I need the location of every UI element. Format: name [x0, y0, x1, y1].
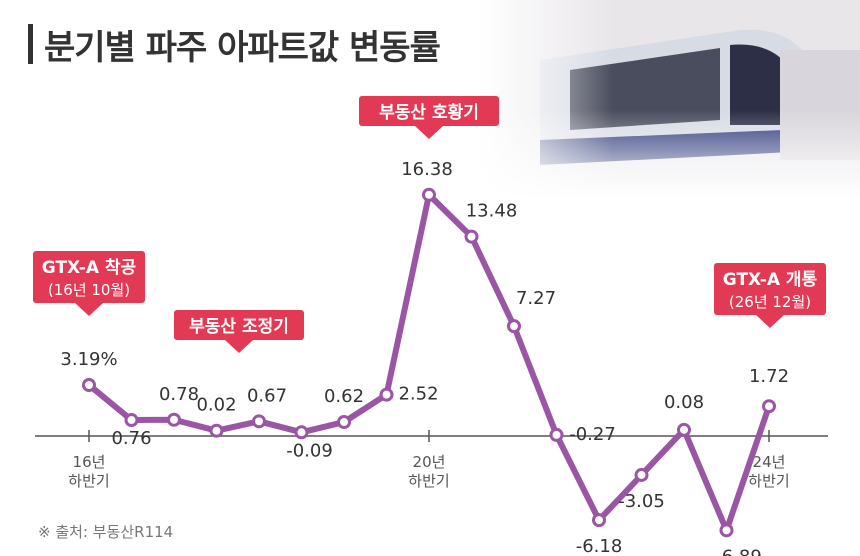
annotation-0-line2: (16년 10월) — [48, 281, 130, 299]
data-label-12: -6.18 — [576, 536, 623, 556]
x-tick-label-1-line1: 20년 — [413, 453, 446, 471]
x-tick-label-2-line1: 24년 — [753, 453, 786, 471]
data-point-10 — [507, 319, 521, 334]
x-tick-label-0-line2: 하반기 — [68, 472, 109, 490]
annotation-box-0 — [33, 251, 145, 303]
title-accent-bar — [28, 24, 33, 64]
data-point-16 — [762, 399, 776, 414]
data-label-6: 0.62 — [324, 386, 364, 407]
data-label-4: 0.67 — [247, 385, 287, 406]
data-label-8: 16.38 — [401, 159, 453, 180]
annotation-3-line1: GTX-A 개통 — [723, 270, 818, 290]
data-point-5 — [294, 425, 309, 440]
data-label-11: -0.27 — [569, 424, 616, 445]
data-point-0 — [82, 378, 96, 393]
data-point-3 — [209, 423, 224, 438]
annotation-box-3 — [714, 263, 826, 315]
annotation-2-line1: 부동산 호황기 — [379, 103, 479, 123]
data-point-13 — [634, 467, 649, 482]
data-label-10: 7.27 — [516, 288, 556, 309]
annotation-box-2 — [359, 96, 499, 126]
annotation-arrow-3 — [756, 315, 784, 328]
data-label-9: 13.48 — [466, 201, 518, 222]
data-point-8 — [422, 187, 436, 202]
chart-title: 분기별 파주 아파트값 변동률 — [44, 28, 441, 68]
data-label-1: 0.76 — [111, 428, 151, 449]
data-point-4 — [252, 414, 266, 429]
data-point-2 — [167, 412, 181, 427]
data-point-12 — [592, 513, 606, 528]
data-point-9 — [464, 229, 479, 244]
data-label-7: 2.52 — [398, 384, 438, 405]
data-point-15 — [719, 523, 734, 538]
data-label-14: 0.08 — [664, 392, 704, 413]
data-label-5: -0.09 — [286, 440, 333, 461]
annotation-arrow-2 — [415, 126, 443, 139]
train-photo — [480, 0, 860, 200]
data-label-16: 1.72 — [749, 366, 789, 387]
data-point-1 — [124, 413, 139, 428]
annotation-arrow-1 — [225, 340, 253, 353]
data-point-11 — [549, 427, 564, 442]
annotation-1-line1: 부동산 조정기 — [189, 317, 289, 337]
data-label-13: -3.05 — [618, 491, 665, 512]
x-tick-label-1-line2: 하반기 — [408, 472, 449, 490]
x-tick-label-0-line1: 16년 — [73, 453, 106, 471]
data-label-15: -6.89 — [715, 546, 762, 556]
data-label-2: 0.78 — [159, 384, 199, 405]
data-point-6 — [337, 415, 351, 430]
annotation-3-line2: (26년 12월) — [729, 293, 811, 311]
annotation-box-1 — [174, 310, 304, 340]
data-point-7 — [379, 387, 394, 402]
data-label-0: 3.19% — [60, 349, 117, 370]
source-note: ※ 출처: 부동산R114 — [38, 523, 174, 541]
data-point-14 — [677, 422, 691, 437]
x-tick-label-2-line2: 하반기 — [748, 472, 789, 490]
annotation-arrow-0 — [75, 303, 103, 316]
annotation-0-line1: GTX-A 착공 — [42, 258, 137, 278]
data-label-3: 0.02 — [196, 395, 236, 416]
